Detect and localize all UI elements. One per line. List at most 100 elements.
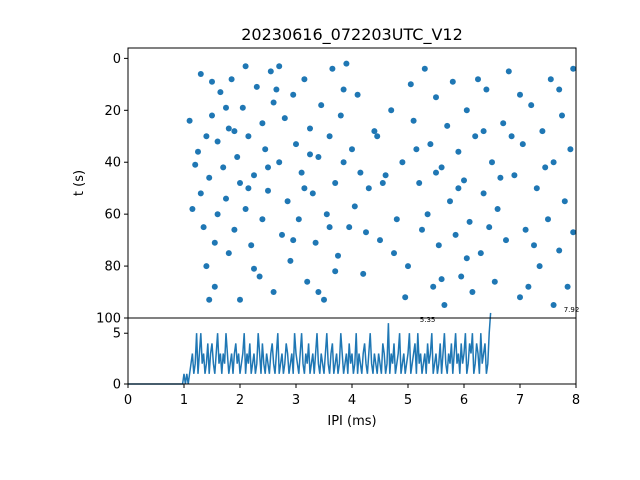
scatter-point [195,148,201,155]
scatter-point [307,151,313,158]
scatter-point [340,86,347,93]
scatter-point [452,231,459,238]
x-tick-label: 3 [292,393,300,408]
scatter-point [407,81,414,88]
scatter-point [301,76,308,83]
histogram-x-ticks: 0 1 2 3 4 5 6 7 8 [124,384,580,408]
scatter-point [273,86,280,93]
scatter-point [242,206,249,212]
x-tick-label: 6 [460,393,468,408]
scatter-point [545,216,551,223]
x-tick-label: 0 [124,393,132,408]
scatter-point [455,148,462,155]
scatter-y-tick-label: 100 [96,312,121,327]
scatter-point [438,164,445,171]
scatter-point [480,190,487,197]
scatter-point [567,146,574,153]
scatter-point [237,180,243,186]
scatter-point [192,161,199,168]
scatter-point [486,224,493,231]
scatter-point [259,216,266,223]
scatter-point [463,107,470,114]
scatter-point [438,276,445,283]
scatter-point [211,283,218,290]
peak-label: 7.92 [564,306,580,314]
scatter-point [463,255,470,262]
scatter-point [508,133,515,140]
scatter-point [419,226,425,233]
peak-labels: 5.35 7.92 [420,306,580,324]
scatter-point [203,133,210,140]
scatter-point [225,125,232,132]
scatter-point [505,68,512,75]
scatter-point [253,83,260,90]
scatter-point [335,252,341,259]
histogram-y-tick-label: 0 [113,378,121,393]
scatter-point [449,78,456,85]
ipi-series-line [128,312,492,385]
scatter-point [309,190,316,197]
scatter-point [435,242,442,249]
scatter-point [239,104,246,111]
scatter-point [351,203,358,210]
x-tick-label: 8 [572,393,580,408]
scatter-point [550,302,557,308]
scatter-point [290,91,297,98]
scatter-point [270,99,277,106]
scatter-point [259,120,266,127]
scatter-point [326,224,333,231]
scatter-point [237,296,243,303]
scatter-point [270,289,277,295]
x-tick-label: 5 [404,393,412,408]
peak-label: 5.35 [420,316,436,324]
scatter-point [332,268,339,275]
scatter-point [332,180,339,186]
scatter-point [547,76,554,83]
scatter-point [433,94,439,101]
scatter-point [441,302,448,308]
scatter-point [203,263,210,270]
scatter-point [377,237,383,244]
scatter-point [329,65,336,72]
scatter-point [363,229,369,236]
scatter-point [276,63,283,70]
scatter-point [533,185,540,192]
scatter-point [231,226,238,233]
scatter-point [189,206,196,212]
scatter-point [298,169,305,176]
scatter-point [511,172,518,179]
scatter-point [559,112,565,119]
scatter-point [321,296,327,303]
scatter-point [354,91,361,98]
scatter-point [234,154,241,160]
scatter-point [251,265,257,272]
scatter-point [357,169,364,176]
scatter-point [315,289,322,295]
scatter-point [293,141,299,148]
scatter-point [281,115,288,122]
chart-title: 20230616_072203UTC_V12 [241,25,463,45]
scatter-point [489,159,495,166]
scatter-point [458,273,465,280]
scatter-point [295,216,302,223]
scatter-point [469,289,476,295]
scatter-point [410,117,417,124]
scatter-point [206,174,213,181]
scatter-point [416,180,423,186]
x-tick-label: 7 [516,393,524,408]
scatter-point [494,206,501,212]
scatter-point [564,283,571,290]
scatter-point [491,278,498,285]
scatter-point [517,91,523,98]
scatter-point [265,187,271,194]
scatter-point [214,138,221,145]
scatter-point [186,117,193,124]
scatter-y-ticks: 0 20 40 60 80 100 [96,52,128,327]
scatter-point [561,198,568,205]
scatter-point [405,263,411,270]
scatter-point [528,102,535,109]
scatter-point [374,133,381,140]
scatter-point [461,177,467,184]
scatter-point [349,146,355,153]
scatter-point [301,185,308,192]
